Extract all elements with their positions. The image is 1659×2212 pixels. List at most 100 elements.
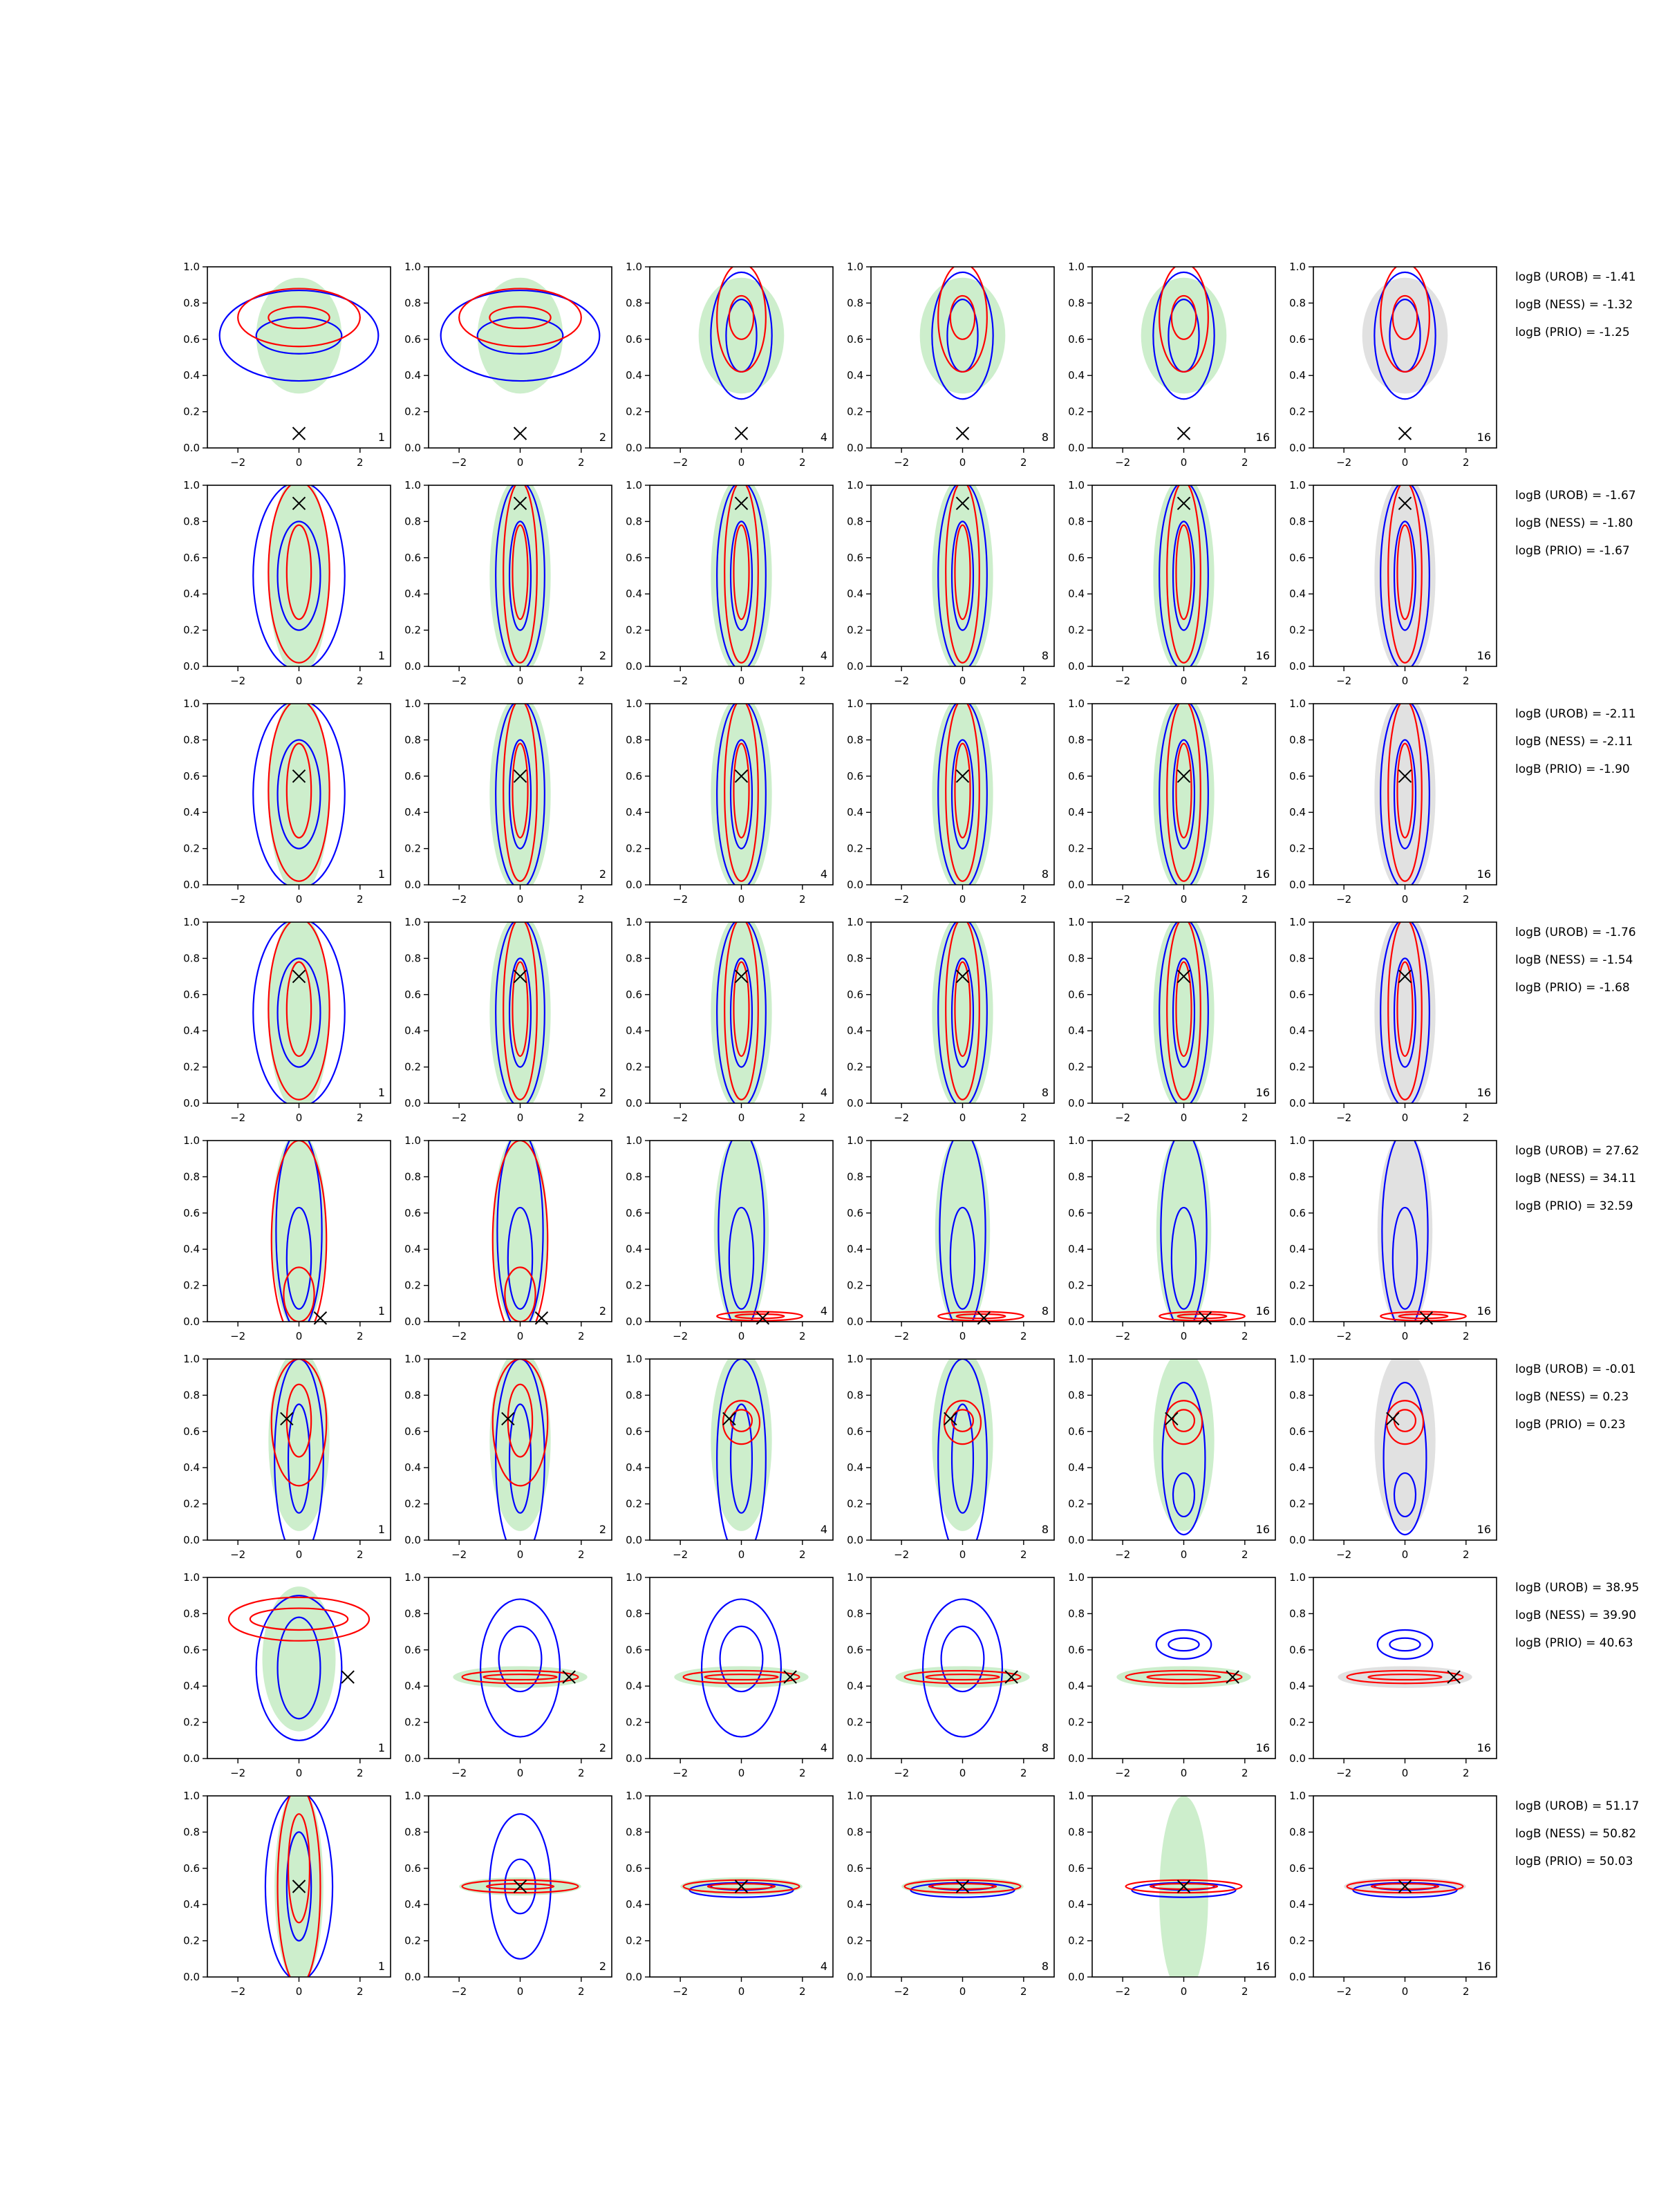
y-tick-label: 0.6 (626, 770, 642, 782)
x-tick-label: 2 (578, 1548, 585, 1561)
x-tick-label: 0 (1402, 1330, 1409, 1342)
red-contour-outer (1385, 1400, 1425, 1445)
x-tick-label: 2 (578, 675, 585, 687)
subplot-r3-c2: −2 0 2 0.0 0.2 0.4 0.6 0.8 1.0 2 (404, 697, 612, 906)
y-tick-label: 0.8 (183, 1389, 200, 1401)
red-contour-outer (682, 1669, 800, 1685)
y-tick-label: 0.0 (404, 1315, 421, 1328)
true-value-marker (1226, 1670, 1239, 1684)
y-tick-label: 0.0 (404, 442, 421, 454)
y-tick-label: 0.0 (626, 660, 642, 673)
y-tick-label: 0.0 (1068, 660, 1085, 673)
subplot-r2-c3: −2 0 2 0.0 0.2 0.4 0.6 0.8 1.0 4 (626, 479, 834, 687)
subplot-r4-c5: −2 0 2 0.0 0.2 0.4 0.6 0.8 1.0 16 (1068, 916, 1276, 1124)
column-label: 2 (599, 1523, 606, 1536)
y-tick-label: 0.8 (183, 515, 200, 527)
red-contour-inner (954, 524, 971, 620)
y-tick-label: 0.2 (847, 1498, 863, 1510)
x-tick-label: 0 (1402, 456, 1409, 469)
y-tick-label: 0.4 (183, 369, 200, 382)
blue-contour-outer (489, 1813, 552, 1960)
y-tick-label: 0.2 (404, 1061, 421, 1074)
blue-contour-outer (716, 922, 767, 1103)
column-label: 8 (1042, 1741, 1049, 1754)
contour-layer (895, 1598, 1030, 1738)
y-tick-label: 1.0 (626, 1353, 642, 1365)
y-tick-label: 0.8 (183, 952, 200, 964)
x-tick-label: 0 (1402, 1985, 1409, 1998)
density-fill (711, 1359, 772, 1531)
y-tick-label: 0.2 (1289, 406, 1306, 418)
red-contour-outer (1164, 1400, 1203, 1445)
x-tick-label: 2 (1463, 1330, 1470, 1342)
subplot-r1-c6: −2 0 2 0.0 0.2 0.4 0.6 0.8 1.0 16 (1289, 261, 1497, 469)
blue-contour-inner (285, 1206, 312, 1310)
blue-contour-inner (255, 317, 343, 355)
blue-contour-outer (939, 1141, 986, 1322)
density-fill (932, 1359, 993, 1531)
x-tick-label: 0 (296, 675, 303, 687)
y-tick-label: 0.0 (1289, 1534, 1306, 1546)
true-value-marker (955, 496, 970, 510)
blue-contour-inner (276, 1616, 321, 1720)
evidence-row-1: logB (UROB) = -1.41 logB (NESS) = -1.32 lo… (1515, 270, 1636, 339)
x-tick-label: 0 (1402, 893, 1409, 906)
x-tick-label: 2 (799, 675, 806, 687)
contour-layer (932, 1359, 993, 1540)
y-tick-label: 0.0 (626, 442, 642, 454)
x-tick-label: −2 (894, 1767, 909, 1779)
y-tick-label: 1.0 (183, 916, 200, 928)
x-tick-label: 2 (1463, 1985, 1470, 1998)
y-tick-label: 0.4 (183, 588, 200, 600)
red-contour-inner (706, 1882, 776, 1891)
blue-contour-outer (1155, 1629, 1212, 1660)
x-tick-label: 0 (959, 1330, 966, 1342)
x-tick-label: −2 (1115, 456, 1130, 469)
y-tick-label: 0.8 (847, 952, 863, 964)
column-label: 16 (1477, 1523, 1491, 1536)
x-tick-label: −2 (1115, 1985, 1130, 1998)
density-fill (271, 1141, 327, 1322)
evidence-row-8: logB (UROB) = 51.17 logB (NESS) = 50.82 lo… (1515, 1799, 1639, 1868)
column-label: 16 (1256, 1960, 1270, 1973)
x-tick-label: 0 (738, 1330, 745, 1342)
y-tick-label: 0.6 (404, 333, 421, 346)
y-tick-label: 0.0 (183, 1097, 200, 1109)
density-fill (489, 704, 551, 885)
blue-contour-inner (1389, 1637, 1421, 1652)
y-tick-label: 0.4 (1289, 1243, 1306, 1255)
x-tick-label: 2 (578, 893, 585, 906)
y-tick-label: 1.0 (1289, 261, 1306, 273)
subplot-r1-c3: −2 0 2 0.0 0.2 0.4 0.6 0.8 1.0 4 (626, 261, 834, 469)
y-tick-label: 0.0 (1068, 1315, 1085, 1328)
density-fill (895, 1666, 1030, 1688)
x-tick-label: 0 (296, 893, 303, 906)
y-tick-label: 0.4 (1068, 1898, 1085, 1911)
x-tick-label: −2 (894, 893, 909, 906)
y-tick-label: 0.0 (1068, 879, 1085, 891)
y-tick-label: 0.2 (1289, 1935, 1306, 1947)
x-tick-label: 0 (738, 456, 745, 469)
contour-layer (1116, 1629, 1251, 1688)
evidence-label: logB (PRIO) = 40.63 (1515, 1636, 1633, 1650)
y-tick-label: 0.0 (1068, 1971, 1085, 1983)
x-tick-label: −2 (230, 1330, 245, 1342)
x-tick-label: −2 (451, 893, 467, 906)
y-tick-label: 0.2 (1068, 624, 1085, 637)
y-tick-label: 0.6 (1068, 770, 1085, 782)
x-tick-label: 2 (799, 1985, 806, 1998)
evidence-label: logB (NESS) = -1.54 (1515, 953, 1633, 967)
y-tick-label: 0.6 (1068, 552, 1085, 564)
blue-contour-outer (496, 1141, 544, 1322)
true-value-marker (1177, 427, 1191, 440)
x-tick-label: −2 (894, 1548, 909, 1561)
x-tick-label: 0 (296, 1985, 303, 1998)
y-tick-label: 1.0 (183, 697, 200, 710)
column-label: 1 (378, 1086, 385, 1099)
y-tick-label: 0.0 (1289, 1752, 1306, 1765)
x-tick-label: −2 (673, 456, 688, 469)
y-tick-label: 0.4 (183, 1243, 200, 1255)
density-fill (453, 1666, 588, 1688)
y-tick-label: 0.6 (847, 1207, 863, 1219)
y-tick-label: 0.2 (1068, 1716, 1085, 1729)
